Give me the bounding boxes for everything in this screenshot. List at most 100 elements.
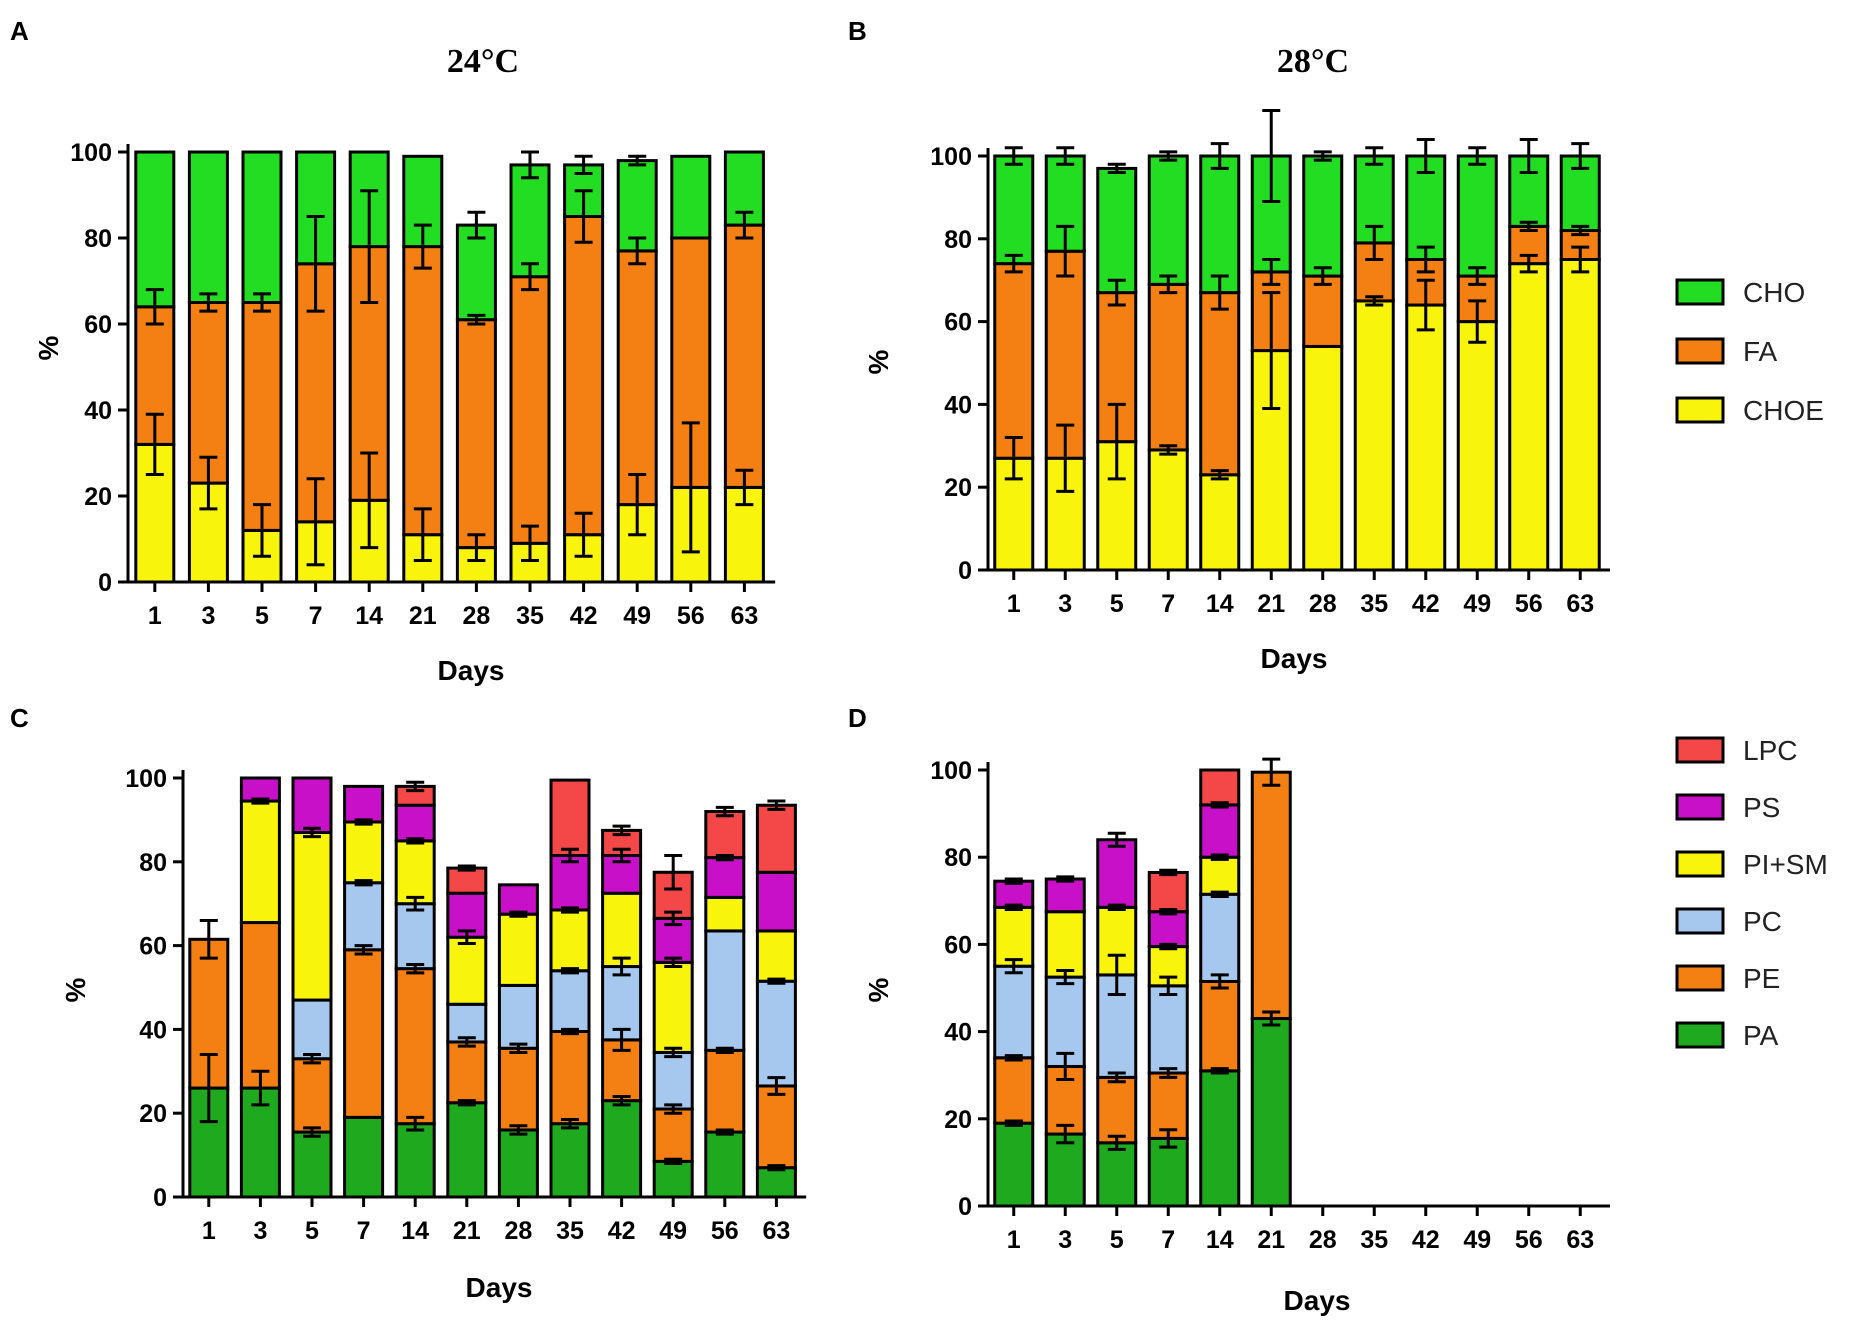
panel-a-bar-cho	[509, 163, 551, 279]
panel-c-bar-pc	[497, 983, 539, 1050]
panel-b-x-axis-title: Days	[1261, 643, 1328, 674]
panel-c-bar-lpc	[549, 778, 591, 858]
panel-d-y-tick-label: 20	[944, 1106, 972, 1134]
panel-c-error-bar	[406, 1115, 425, 1132]
panel-c-bar-pe	[497, 1046, 539, 1132]
panel-c-error-bar	[612, 824, 631, 837]
panel-c-bar-pe	[446, 1040, 488, 1105]
panel-c-bar-pc	[394, 902, 436, 971]
panel-c-bar-pi-sm	[755, 929, 797, 983]
panel-d-error-bar	[1107, 1134, 1126, 1151]
panel-a-y-tick-label: 60	[84, 311, 112, 339]
panel-a-error-bar	[467, 533, 486, 562]
panel-c-bar-pa	[704, 1130, 746, 1199]
panel-a-error-bar	[574, 189, 593, 244]
panel-c-bar-pa	[755, 1166, 797, 1199]
panel-a-bar-cho	[295, 150, 337, 266]
panel-c-bar-ps	[704, 856, 746, 899]
panel-b-x-tick-label: 3	[1058, 590, 1072, 618]
panel-c-error-bar	[664, 1103, 683, 1115]
panel-b-bar-cho	[1147, 154, 1189, 286]
panel-c-bar-pa	[601, 1099, 643, 1199]
panel-a-y-tick-label: 0	[98, 569, 112, 597]
panel-c-x-tick-label: 63	[762, 1217, 790, 1245]
panel-b-x-tick-label: 14	[1206, 590, 1234, 618]
panel-c-bar-pa	[652, 1159, 694, 1199]
panel-b-x-tick-label: 5	[1110, 590, 1124, 618]
panel-d-x-tick-label: 21	[1257, 1226, 1285, 1254]
panel-c-y-tick-label: 0	[153, 1184, 167, 1212]
panel-c-bar-ps	[291, 776, 333, 834]
panel-b-error-bar	[1262, 108, 1281, 204]
panel-d-bar-ps	[1044, 877, 1086, 914]
legend-swatch-pi-sm	[1675, 850, 1725, 878]
panel-b-error-bar	[1262, 291, 1281, 411]
panel-d-x-tick-label: 49	[1463, 1226, 1491, 1254]
panel-d-error-bar	[1107, 831, 1126, 848]
panel-c-bar-pi-sm	[446, 935, 488, 1006]
panel-b-error-bar	[1159, 274, 1178, 295]
panel-c-bar-pe	[239, 921, 281, 1090]
panel-b-error-bar	[1468, 146, 1487, 166]
panel-d-bar-pi-sm	[993, 905, 1035, 968]
panel-c-error-bar	[457, 929, 476, 946]
panel-c-bar-pi-sm	[601, 891, 643, 969]
panel-c-error-bar	[664, 956, 683, 969]
panel-c-bar-pa	[446, 1101, 488, 1199]
panel-d-x-tick-label: 42	[1412, 1226, 1440, 1254]
panel-b-bar-choe	[1508, 262, 1550, 572]
panel-b-bar-choe	[1456, 320, 1498, 572]
panel-c-error-bar	[509, 910, 528, 918]
panel-d-bar-pi-sm	[1044, 910, 1086, 979]
panel-a-x-tick-label: 63	[730, 602, 758, 630]
legend-label-fa: FA	[1743, 336, 1778, 367]
panel-b-y-tick-label: 60	[944, 309, 972, 337]
panel-d-error-bar	[1159, 868, 1178, 877]
panel-c-error-bar	[767, 1164, 786, 1172]
panel-c-error-bar	[612, 1094, 631, 1107]
panel-a-y-tick-label: 100	[70, 139, 112, 167]
legend-label-pe: PE	[1743, 963, 1780, 994]
panel-a-x-tick-label: 7	[309, 602, 323, 630]
panel-d-bar-pa	[1096, 1141, 1138, 1208]
panel-c-y-tick-label: 40	[139, 1016, 167, 1044]
panel-c-y-tick-label: 80	[139, 849, 167, 877]
panel-d-bar-pa	[993, 1121, 1035, 1208]
panel-c-letter: C	[10, 703, 29, 733]
panel-b-bar-cho	[1199, 154, 1241, 295]
panel-c-error-bar	[457, 1099, 476, 1107]
panel-d-bar-pi-sm	[1199, 855, 1241, 896]
panel-b-bar-choe	[1559, 258, 1601, 572]
panel-d-x-tick-label: 5	[1110, 1226, 1124, 1254]
panel-c-error-bar	[715, 1046, 734, 1054]
panel-c-bar-pe	[394, 967, 436, 1126]
panel-a-title: 24°C	[447, 43, 519, 80]
panel-c-bar-pa	[549, 1122, 591, 1199]
panel-a-error-bar	[628, 154, 647, 167]
panel-d-x-tick-label: 56	[1515, 1226, 1543, 1254]
panel-d-bar-pe	[1199, 979, 1241, 1073]
panel-c-bar-pa	[343, 1115, 385, 1199]
panel-b-letter: B	[848, 16, 867, 46]
panel-a-y-tick-label: 20	[84, 483, 112, 511]
panel-c-bar-pc	[343, 881, 385, 952]
panel-a-error-bar	[521, 262, 539, 292]
panel-d-x-tick-label: 28	[1309, 1226, 1337, 1254]
panel-a-bar-fa	[455, 318, 497, 550]
panel-d-x-axis-title: Days	[1284, 1285, 1351, 1316]
panel-a-bar-choe	[563, 533, 605, 584]
panel-b-bar-cho	[993, 154, 1035, 266]
panel-a-error-bar	[628, 236, 647, 266]
panel-c-error-bar	[406, 780, 425, 793]
panel-a-error-bar	[413, 507, 432, 562]
panel-a-error-bar	[360, 451, 379, 550]
panel-d-error-bar	[1159, 908, 1178, 916]
panel-d-x-tick-label: 1	[1007, 1226, 1021, 1254]
panel-b-error-bar	[1210, 142, 1229, 170]
legend-swatch-pa	[1675, 1021, 1725, 1049]
panel-d-error-bar	[1056, 969, 1075, 986]
panel-b-error-bar	[1468, 266, 1487, 286]
panel-d-x-tick-label: 7	[1161, 1226, 1175, 1254]
panel-c-bar-ps	[497, 883, 539, 916]
